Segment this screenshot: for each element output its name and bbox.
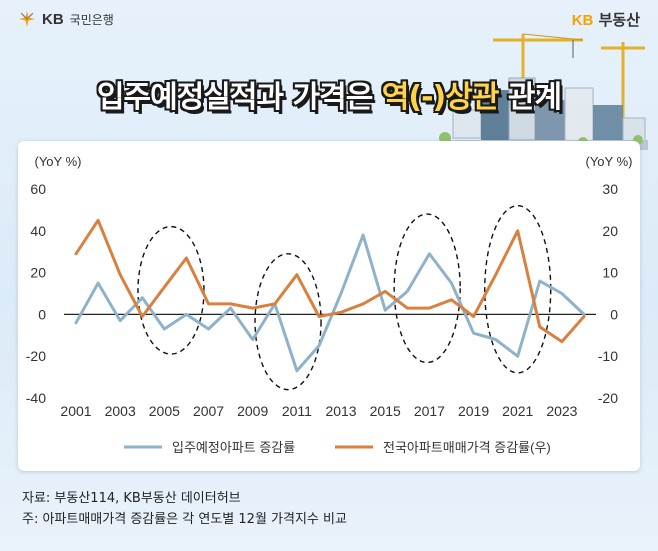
x-tick-label: 2001 [60, 403, 91, 419]
title-part1: 입주예정실적과 가격은 [96, 80, 382, 115]
page-title: 입주예정실적과 가격은 역(-)상관 관계 [0, 72, 658, 116]
y-left-tick-label: -40 [26, 390, 46, 406]
highlight-2005-ellipse [137, 225, 205, 355]
x-tick-label: 2005 [149, 403, 180, 419]
y-left-axis-label: (YoY %) [35, 154, 82, 169]
x-tick-label: 2023 [546, 403, 577, 419]
kb-real-estate-logo: KB 부동산 [572, 9, 640, 30]
logo-right-kb: KB [571, 12, 594, 29]
x-tick-label: 2013 [325, 403, 356, 419]
y-right-tick-label: -20 [598, 390, 618, 406]
y-right-tick-label: 30 [602, 181, 618, 197]
legend-label-1: 입주예정아파트 증감률 [172, 440, 295, 455]
kb-bank-logo: KB 국민은행 [18, 10, 114, 28]
highlight-2010-ellipse [254, 253, 322, 391]
y-right-axis-label: (YoY %) [586, 154, 633, 169]
method-note: 주: 아파트매매가격 증감률은 각 연도별 12월 가격지수 비교 [22, 512, 347, 527]
line-chart: (YoY %) (YoY %) 60 40 20 0 -20 -40 30 20 10 0 -10 -20… [26, 154, 633, 455]
x-tick-label: 2011 [282, 403, 312, 419]
x-tick-label: 2015 [370, 403, 401, 419]
y-right-tick-label: 0 [610, 306, 618, 322]
x-tick-label: 2009 [237, 403, 268, 419]
footnotes: 자료: 부동산114, KB부동산 데이터허브 주: 아파트매매가격 증감률은 … [22, 488, 347, 530]
logo-right-text: 부동산 [598, 11, 640, 29]
x-tick-label: 2003 [105, 403, 136, 419]
highlight-2017-ellipse [393, 213, 461, 364]
x-tick-label: 2019 [458, 403, 489, 419]
logo-left-text: 국민은행 [69, 12, 114, 27]
kb-star-icon [18, 10, 36, 28]
y-left-tick-label: 60 [30, 181, 46, 197]
series-line-2 [74, 218, 586, 344]
highlight-2021-ellipse [484, 205, 552, 374]
y-right-tick-label: 20 [602, 223, 618, 239]
logo-left-kb: KB [42, 10, 64, 28]
y-left-tick-label: 40 [30, 223, 46, 239]
title-highlight: 역(-)상관 [381, 80, 500, 115]
y-left-tick-label: 20 [30, 265, 46, 281]
y-left-tick-label: -20 [26, 348, 46, 364]
chart-card: (YoY %) (YoY %) 60 40 20 0 -20 -40 30 20 10 0 -10 -20… [18, 141, 640, 471]
legend-label-2: 전국아파트매매가격 증감률(우) [383, 440, 551, 455]
top-bar: KB 국민은행 KB 부동산 [0, 0, 658, 40]
y-right-tick-label: 10 [602, 265, 618, 281]
y-left-tick-label: 0 [38, 306, 46, 322]
source-note: 자료: 부동산114, KB부동산 데이터허브 [22, 491, 241, 506]
title-part2: 관계 [498, 80, 562, 115]
series-line-1 [74, 233, 586, 373]
x-tick-label: 2017 [414, 403, 445, 419]
x-tick-label: 2007 [193, 403, 224, 419]
x-tick-label: 2021 [502, 403, 533, 419]
y-right-tick-label: -10 [598, 348, 618, 364]
